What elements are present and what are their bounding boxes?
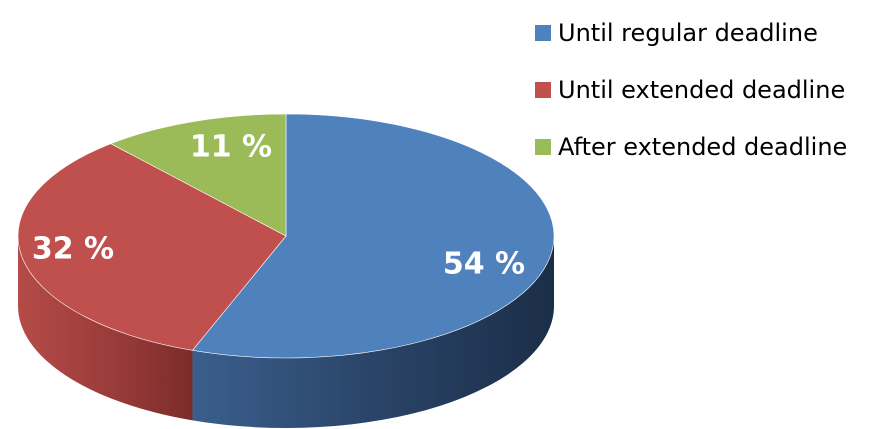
slice-label-regular: 54 % [443,247,525,282]
slice-side-regular [192,236,555,428]
legend-label-regular: Until regular deadline [558,18,818,47]
legend-item-extended: Until extended deadline [535,61,847,118]
legend-swatch-after [535,138,551,155]
slice-extended [17,143,287,351]
slice-side-extended [18,236,193,421]
legend: Until regular deadline Until extended de… [535,4,847,175]
slice-after [110,113,287,237]
legend-item-regular: Until regular deadline [535,4,847,61]
slice-label-after: 11 % [190,130,272,165]
legend-swatch-regular [535,24,551,41]
legend-swatch-extended [535,81,551,98]
slice-regular [191,113,555,359]
legend-label-after: After extended deadline [558,132,848,161]
slice-label-extended: 32 % [32,232,114,267]
legend-item-after: After extended deadline [535,118,847,175]
legend-label-extended: Until extended deadline [558,75,846,104]
